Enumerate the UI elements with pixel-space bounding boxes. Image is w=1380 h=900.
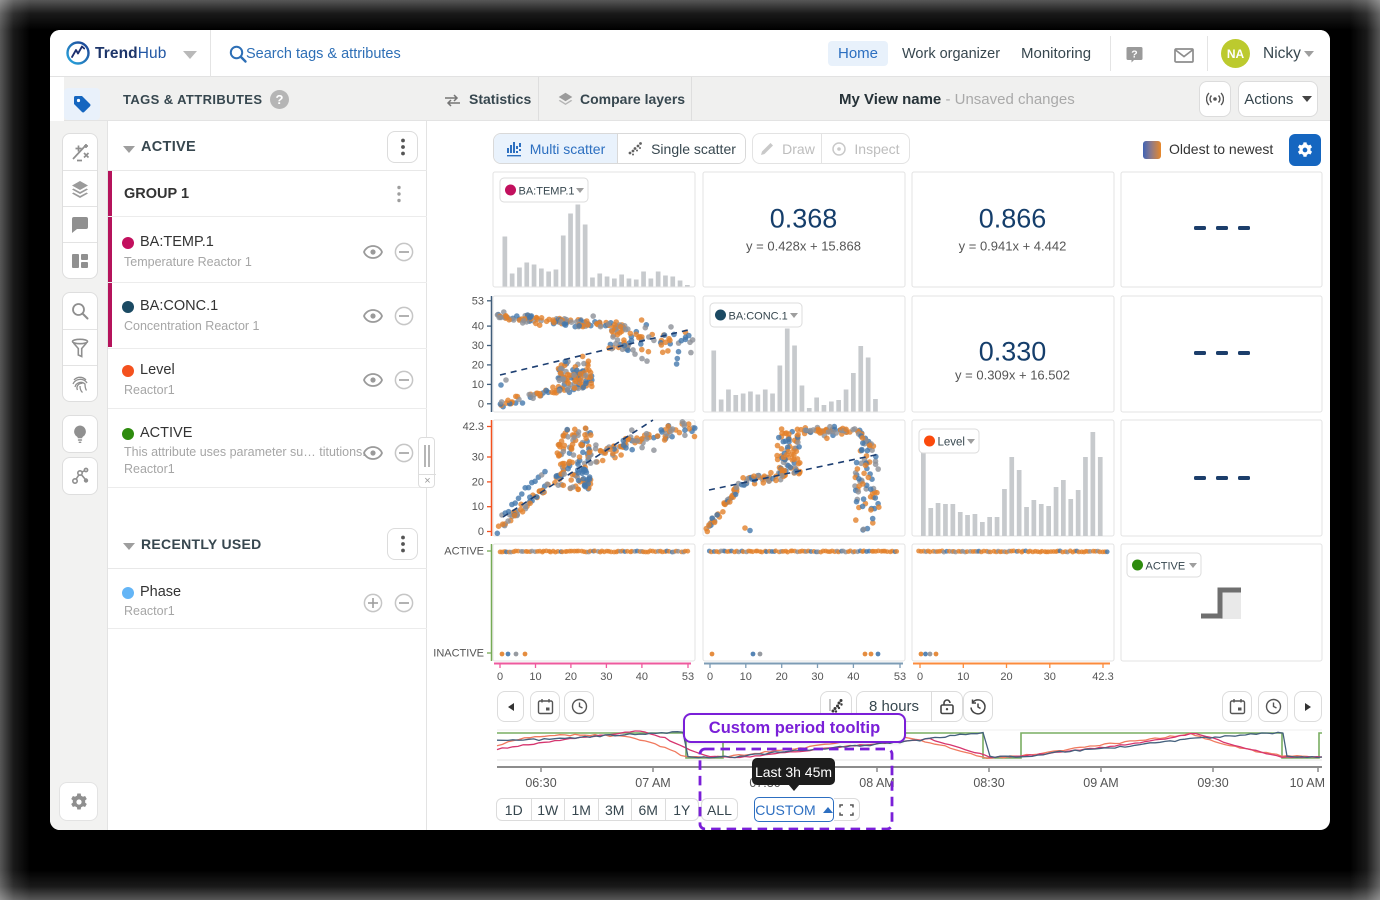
- svg-text:42.3: 42.3: [1092, 671, 1113, 683]
- svg-text:30: 30: [811, 671, 823, 683]
- svg-text:20: 20: [565, 671, 577, 683]
- svg-text:?: ?: [1131, 49, 1137, 61]
- svg-text:30: 30: [1044, 671, 1056, 683]
- svg-text:10: 10: [957, 671, 969, 683]
- svg-text:0.368: 0.368: [770, 204, 838, 234]
- svg-text:09 AM: 09 AM: [1083, 776, 1118, 790]
- svg-text:ACTIVE: ACTIVE: [1146, 561, 1186, 573]
- svg-text:0: 0: [707, 671, 713, 683]
- svg-text:0: 0: [478, 398, 484, 410]
- svg-text:20: 20: [472, 359, 484, 371]
- svg-text:10: 10: [472, 501, 484, 513]
- svg-text:53: 53: [894, 671, 906, 683]
- svg-text:20: 20: [776, 671, 788, 683]
- svg-text:09:30: 09:30: [1197, 776, 1228, 790]
- svg-text:08:30: 08:30: [973, 776, 1004, 790]
- svg-text:10: 10: [529, 671, 541, 683]
- svg-text:BA:TEMP.1: BA:TEMP.1: [519, 186, 575, 198]
- svg-text:30: 30: [600, 671, 612, 683]
- svg-text:INACTIVE: INACTIVE: [433, 648, 484, 660]
- svg-text:20: 20: [1000, 671, 1012, 683]
- svg-text:53: 53: [472, 295, 484, 307]
- svg-text:ACTIVE: ACTIVE: [444, 546, 484, 558]
- svg-text:y = 0.941x + 4.442: y = 0.941x + 4.442: [959, 239, 1067, 254]
- svg-text:53: 53: [682, 671, 694, 683]
- svg-text:07 AM: 07 AM: [635, 776, 670, 790]
- svg-text:40: 40: [636, 671, 648, 683]
- svg-text:30: 30: [472, 452, 484, 464]
- svg-text:10: 10: [472, 379, 484, 391]
- svg-text:40: 40: [472, 321, 484, 333]
- svg-text:06:30: 06:30: [525, 776, 556, 790]
- svg-text:0.330: 0.330: [979, 337, 1047, 367]
- svg-text:y = 0.309x + 16.502: y = 0.309x + 16.502: [955, 368, 1070, 383]
- svg-text:0: 0: [917, 671, 923, 683]
- svg-text:BA:CONC.1: BA:CONC.1: [729, 311, 788, 323]
- svg-text:10: 10: [740, 671, 752, 683]
- svg-text:10 AM: 10 AM: [1290, 776, 1325, 790]
- svg-text:30: 30: [472, 340, 484, 352]
- svg-text:42.3: 42.3: [463, 421, 484, 433]
- svg-text:08 AM: 08 AM: [859, 776, 894, 790]
- svg-text:0.866: 0.866: [979, 204, 1047, 234]
- svg-text:0: 0: [497, 671, 503, 683]
- svg-text:y = 0.428x + 15.868: y = 0.428x + 15.868: [746, 239, 861, 254]
- svg-text:0: 0: [478, 526, 484, 538]
- svg-text:Level: Level: [938, 437, 966, 449]
- svg-text:20: 20: [472, 476, 484, 488]
- svg-text:40: 40: [847, 671, 859, 683]
